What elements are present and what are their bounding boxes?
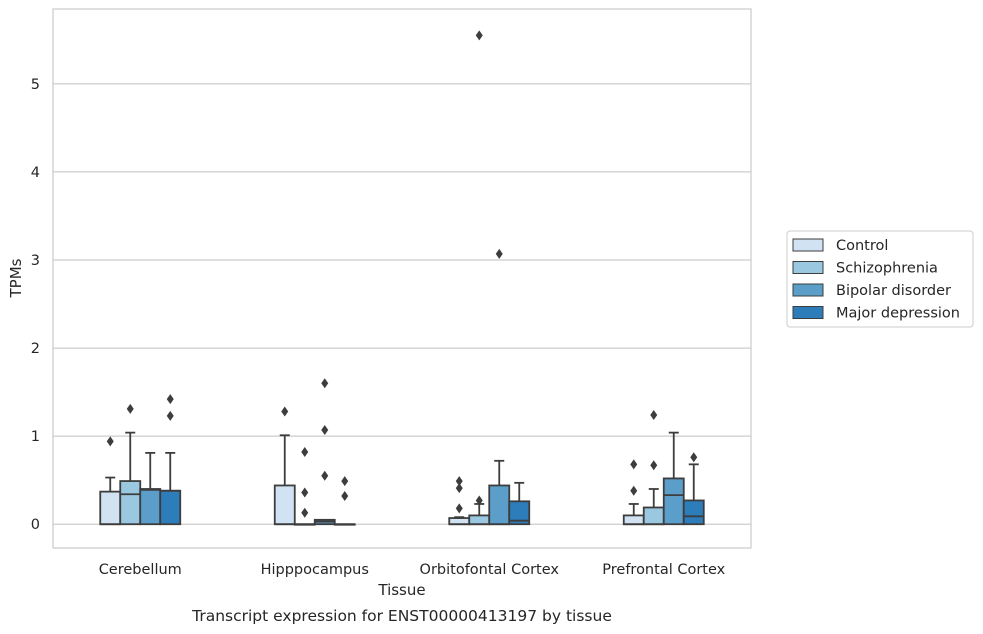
- box-schizophrenia: [293, 523, 316, 526]
- outlier-point: [690, 452, 698, 463]
- outlier-point: [650, 460, 658, 471]
- legend-label: Major depression: [836, 306, 960, 322]
- box-control: [273, 434, 296, 526]
- outlier-point: [455, 476, 463, 487]
- box-bipolar-disorder: [313, 518, 336, 526]
- outlier-point: [166, 394, 174, 405]
- box-control: [99, 476, 122, 526]
- box-body: [488, 484, 511, 526]
- outlier-point: [321, 378, 329, 389]
- outlier-point: [106, 436, 114, 447]
- box-body: [622, 514, 645, 526]
- x-tick-label: Prefrontal Cortex: [602, 562, 725, 578]
- box-body: [468, 514, 491, 526]
- plot-frame: [52, 8, 752, 549]
- y-axis-label: TPMs: [7, 258, 25, 298]
- box-body: [662, 477, 685, 526]
- outlier-point: [301, 507, 309, 518]
- outlier-point: [650, 410, 658, 421]
- legend-label: Control: [836, 238, 888, 254]
- box-body: [159, 489, 182, 526]
- y-tick-label: 4: [31, 165, 40, 181]
- outlier-point: [495, 248, 503, 259]
- legend-swatch: [792, 238, 824, 252]
- legend-swatch: [792, 283, 824, 297]
- x-tick-label: Orbitofontal Cortex: [420, 562, 560, 578]
- gridlines: [53, 83, 751, 525]
- box-schizophrenia: [642, 488, 665, 526]
- box-body: [682, 499, 705, 526]
- outlier-point: [166, 410, 174, 421]
- outlier-point: [321, 424, 329, 435]
- outlier-point: [455, 503, 463, 514]
- box-body: [273, 484, 296, 526]
- box-body: [448, 517, 471, 526]
- box-bipolar-disorder: [488, 459, 511, 526]
- outlier-point: [341, 491, 349, 502]
- box-major-depression: [682, 463, 705, 526]
- box-control: [448, 516, 471, 526]
- box-bipolar-disorder: [139, 451, 162, 526]
- legend-frame: [786, 230, 974, 328]
- outlier-point: [301, 447, 309, 458]
- x-tick-label: Hipppocampus: [261, 562, 369, 578]
- outlier-point: [321, 470, 329, 481]
- y-tick-labels: 0 1 2 3 4 5: [31, 77, 40, 533]
- outlier-point: [341, 476, 349, 487]
- outlier-point: [475, 30, 483, 41]
- box-major-depression: [508, 481, 531, 526]
- box-body: [119, 480, 142, 526]
- outliers: [106, 30, 698, 518]
- x-axis-label: Tissue: [377, 581, 425, 599]
- legend: Control Schizophrenia Bipolar disorder Majo…: [786, 230, 974, 328]
- outlier-point: [630, 485, 638, 496]
- x-tick-label: Cerebellum: [99, 562, 182, 578]
- legend-label: Bipolar disorder: [836, 283, 951, 299]
- y-tick-label: 1: [31, 429, 40, 445]
- y-tick-label: 5: [31, 77, 40, 93]
- chart-caption: Transcript expression for ENST0000041319…: [191, 607, 612, 625]
- outlier-point: [475, 495, 483, 506]
- legend-swatch: [792, 261, 824, 274]
- outlier-point: [301, 487, 309, 498]
- box-body: [139, 488, 162, 526]
- outlier-point: [455, 483, 463, 494]
- legend-label: Schizophrenia: [836, 261, 938, 277]
- boxes: [99, 431, 705, 526]
- y-tick-label: 2: [31, 341, 40, 357]
- box-major-depression: [159, 451, 182, 526]
- box-schizophrenia: [468, 503, 491, 526]
- outlier-point: [281, 406, 289, 417]
- box-schizophrenia: [119, 431, 142, 526]
- box-major-depression: [333, 523, 356, 526]
- box-body: [642, 506, 665, 526]
- box-bipolar-disorder: [662, 431, 685, 526]
- y-tick-label: 0: [31, 517, 40, 533]
- box-body: [508, 500, 531, 526]
- box-body: [99, 490, 122, 526]
- box-control: [622, 503, 645, 526]
- legend-swatch: [792, 306, 824, 319]
- outlier-point: [630, 459, 638, 470]
- outlier-point: [126, 403, 134, 414]
- y-tick-label: 3: [31, 253, 40, 269]
- x-tick-labels: Cerebellum Hipppocampus Orbitofontal Corte…: [99, 562, 726, 578]
